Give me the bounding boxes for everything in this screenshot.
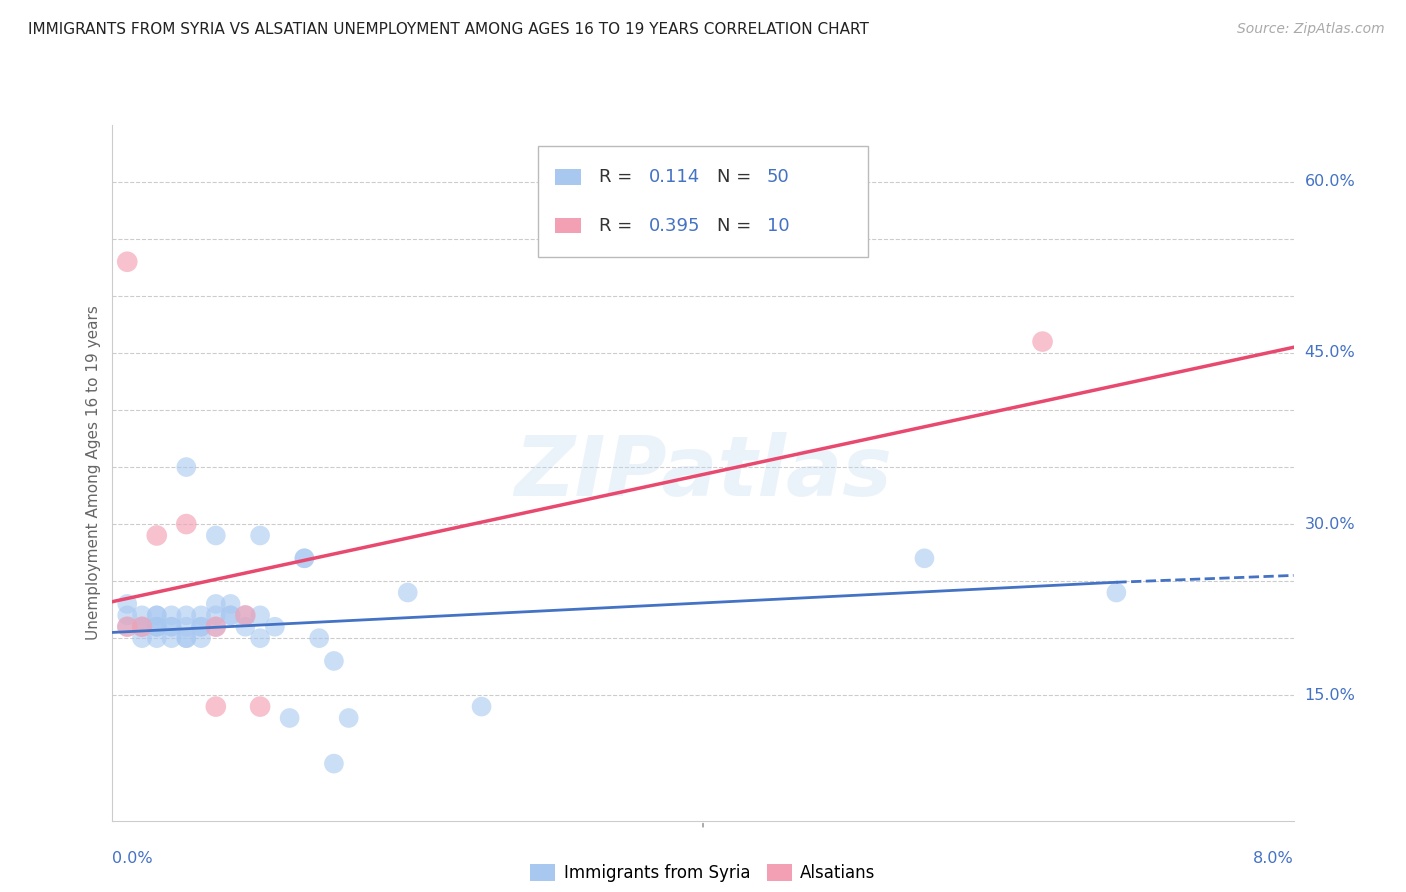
Point [160, 620, 183, 634]
Point [233, 608, 256, 623]
Text: 0.0%: 0.0% [112, 851, 153, 866]
Point [160, 631, 183, 645]
Point [174, 631, 197, 645]
FancyBboxPatch shape [537, 145, 869, 257]
Point [249, 528, 271, 542]
Point [249, 699, 271, 714]
Text: 8.0%: 8.0% [1253, 851, 1294, 866]
Point [914, 551, 936, 566]
Point [160, 608, 183, 623]
Point [174, 620, 197, 634]
Point [117, 597, 138, 611]
Text: 60.0%: 60.0% [1305, 175, 1355, 189]
Text: IMMIGRANTS FROM SYRIA VS ALSATIAN UNEMPLOYMENT AMONG AGES 16 TO 19 YEARS CORRELA: IMMIGRANTS FROM SYRIA VS ALSATIAN UNEMPL… [28, 22, 869, 37]
Text: 0.114: 0.114 [648, 168, 700, 186]
Point [205, 620, 228, 634]
Point [190, 620, 212, 634]
Point [190, 620, 212, 634]
Point [160, 620, 183, 634]
Point [233, 620, 256, 634]
Text: R =: R = [599, 217, 638, 235]
Point [190, 608, 212, 623]
Point [308, 631, 330, 645]
Point [131, 620, 153, 634]
Text: 15.0%: 15.0% [1305, 688, 1355, 703]
Text: N =: N = [717, 217, 758, 235]
Point [292, 551, 315, 566]
Point [292, 551, 315, 566]
Point [233, 608, 256, 623]
Point [117, 620, 138, 634]
Point [146, 620, 169, 634]
Point [264, 620, 287, 634]
Point [146, 608, 169, 623]
Text: R =: R = [599, 168, 638, 186]
Point [219, 608, 242, 623]
Point [131, 608, 153, 623]
Point [117, 608, 138, 623]
Point [249, 631, 271, 645]
Point [174, 631, 197, 645]
Point [205, 597, 228, 611]
Text: 45.0%: 45.0% [1305, 345, 1355, 360]
Point [323, 756, 346, 771]
Point [205, 608, 228, 623]
Point [1032, 334, 1054, 349]
Point [323, 654, 346, 668]
Point [396, 585, 419, 599]
Legend: Immigrants from Syria, Alsatians: Immigrants from Syria, Alsatians [523, 857, 883, 888]
Point [174, 460, 197, 475]
Point [146, 620, 169, 634]
Point [146, 608, 169, 623]
Text: 50: 50 [766, 168, 790, 186]
Point [174, 517, 197, 532]
Text: ZIPatlas: ZIPatlas [515, 433, 891, 513]
Point [117, 254, 138, 268]
Point [219, 597, 242, 611]
Point [249, 608, 271, 623]
Text: Source: ZipAtlas.com: Source: ZipAtlas.com [1237, 22, 1385, 37]
Point [471, 699, 494, 714]
Point [174, 608, 197, 623]
Point [205, 620, 228, 634]
FancyBboxPatch shape [555, 219, 581, 234]
Point [337, 711, 360, 725]
Point [131, 620, 153, 634]
Text: 30.0%: 30.0% [1305, 516, 1355, 532]
Point [278, 711, 301, 725]
Text: 0.395: 0.395 [648, 217, 700, 235]
Point [131, 620, 153, 634]
Point [205, 699, 228, 714]
Point [190, 631, 212, 645]
Text: 10: 10 [766, 217, 789, 235]
FancyBboxPatch shape [555, 169, 581, 185]
Point [1105, 585, 1128, 599]
Text: N =: N = [717, 168, 758, 186]
Point [117, 620, 138, 634]
Point [219, 608, 242, 623]
Point [146, 528, 169, 542]
Point [146, 631, 169, 645]
Point [205, 528, 228, 542]
Point [131, 631, 153, 645]
Y-axis label: Unemployment Among Ages 16 to 19 years: Unemployment Among Ages 16 to 19 years [86, 305, 101, 640]
Point [146, 620, 169, 634]
